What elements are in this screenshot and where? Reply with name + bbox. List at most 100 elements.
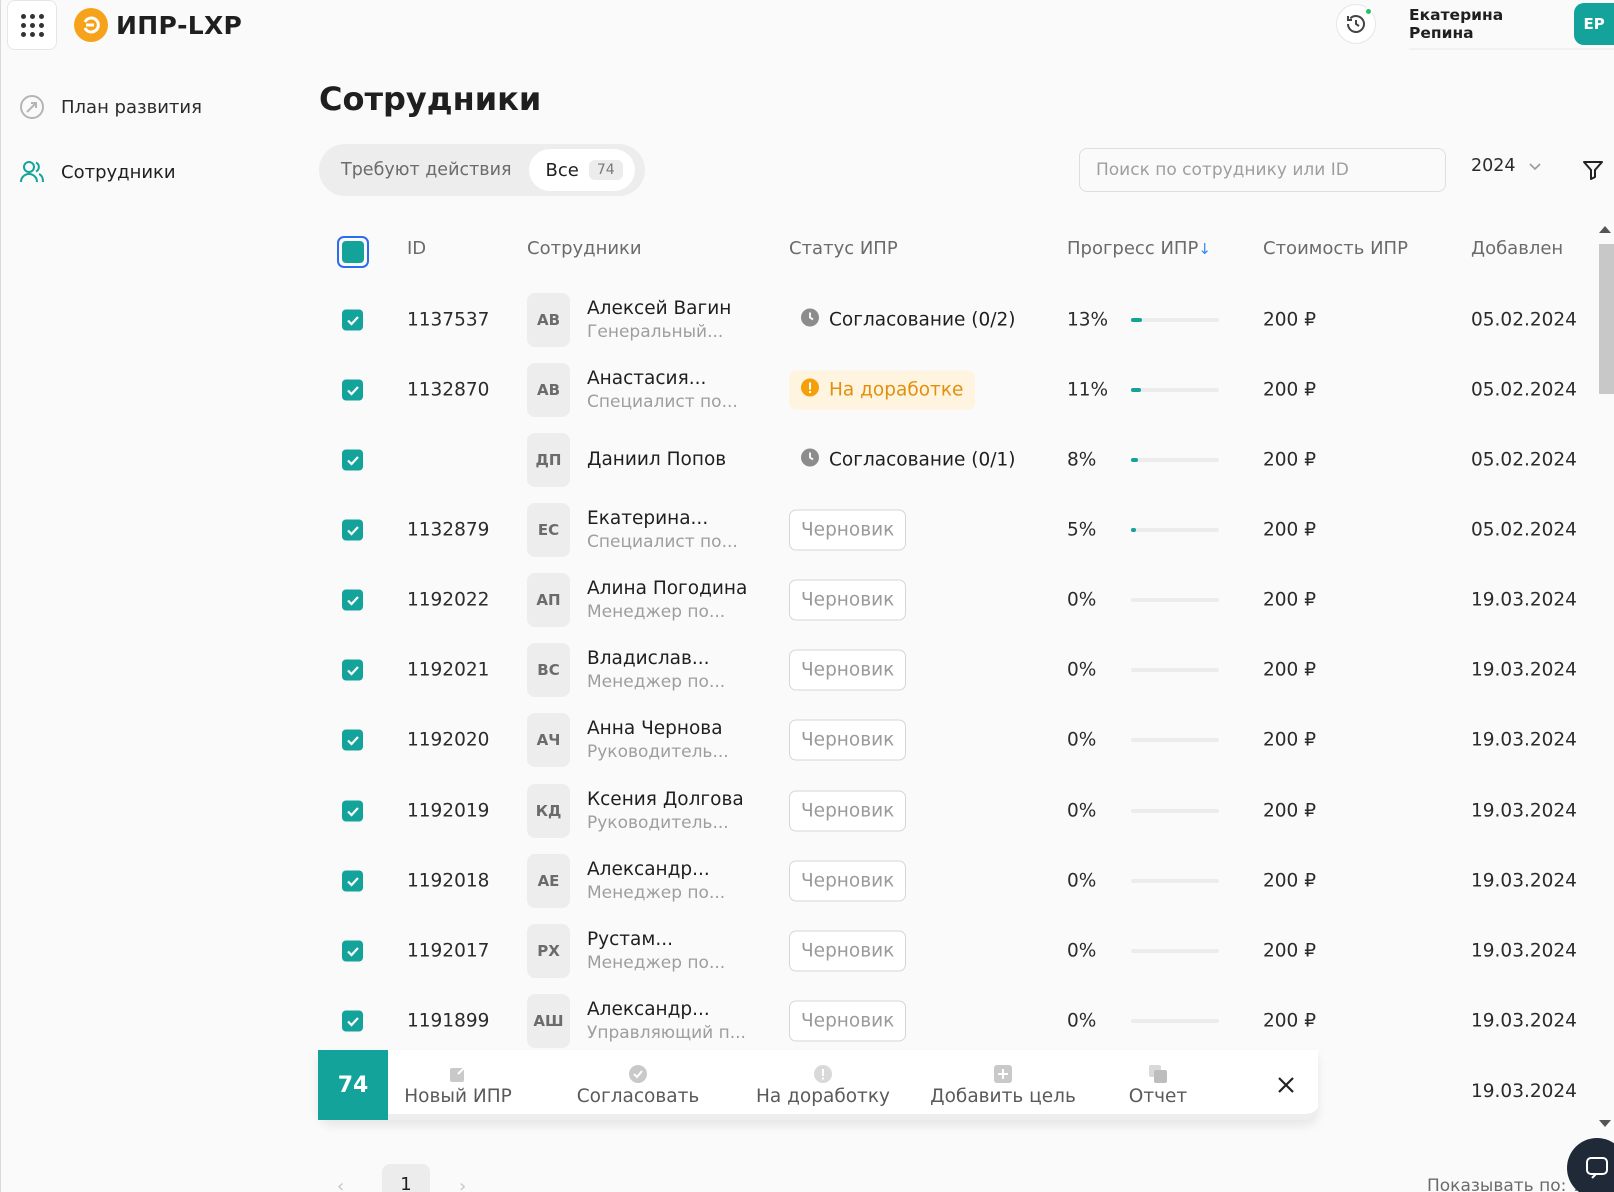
status-cell: Черновик bbox=[789, 509, 907, 551]
employee-info[interactable]: Алина Погодина Менеджер по... bbox=[587, 577, 747, 623]
user-menu[interactable]: Екатерина Репина ЕР bbox=[1409, 0, 1614, 50]
action-label: Новый ИПР bbox=[404, 1085, 512, 1107]
chat-button[interactable] bbox=[1567, 1138, 1614, 1192]
row-checkbox[interactable] bbox=[342, 940, 363, 962]
app-logo[interactable]: ИПР-LXP bbox=[74, 8, 242, 42]
scrollbar-thumb[interactable] bbox=[1599, 244, 1614, 394]
table-row[interactable]: 1192017 РХ Рустам... Менеджер по... Черн… bbox=[1, 916, 1614, 986]
avatar: АШ bbox=[527, 994, 570, 1048]
report-icon bbox=[1148, 1064, 1168, 1084]
warning-icon bbox=[800, 378, 820, 403]
column-header-progress[interactable]: Прогресс ИПР↓ bbox=[1067, 238, 1211, 259]
employee-info[interactable]: Александр... Менеджер по... bbox=[587, 858, 725, 904]
table-row[interactable]: ДП Даниил Попов Согласование (0/1) 8% 20… bbox=[1, 425, 1614, 495]
new-ipr-button[interactable]: Новый ИПР bbox=[398, 1050, 518, 1120]
table-row[interactable]: 1192019 КД Ксения Долгова Руководитель..… bbox=[1, 776, 1614, 846]
next-page-button[interactable]: › bbox=[459, 1176, 467, 1192]
table-row[interactable]: 1192021 ВС Владислав... Менеджер по... Ч… bbox=[1, 635, 1614, 705]
tab-all[interactable]: Все 74 bbox=[529, 149, 635, 191]
table-row[interactable]: 1132870 АВ Анастасия... Специалист по...… bbox=[1, 355, 1614, 425]
row-checkbox[interactable] bbox=[342, 1010, 363, 1032]
history-button[interactable] bbox=[1336, 4, 1376, 44]
progress-percent: 0% bbox=[1067, 940, 1097, 962]
sidebar-item-employees[interactable]: Сотрудники bbox=[19, 159, 176, 185]
ipr-cost: 200 ₽ bbox=[1263, 870, 1316, 892]
tab-label: Все bbox=[545, 159, 579, 181]
column-header-cost[interactable]: Стоимость ИПР bbox=[1263, 238, 1408, 259]
row-checkbox[interactable] bbox=[342, 449, 363, 471]
row-checkbox[interactable] bbox=[342, 379, 363, 401]
employee-info[interactable]: Анастасия... Специалист по... bbox=[587, 367, 738, 413]
year-select[interactable]: 2024 bbox=[1471, 156, 1542, 176]
employee-id: 1137537 bbox=[407, 309, 490, 331]
row-checkbox[interactable] bbox=[342, 519, 363, 541]
employee-id: 1191899 bbox=[407, 1010, 490, 1032]
page-number-button[interactable]: 1 bbox=[382, 1164, 430, 1192]
row-checkbox[interactable] bbox=[342, 589, 363, 611]
table-row[interactable]: 1191899 АШ Александр... Управляющий п...… bbox=[1, 986, 1614, 1056]
approve-button[interactable]: Согласовать bbox=[568, 1050, 708, 1120]
employee-info[interactable]: Александр... Управляющий п... bbox=[587, 998, 746, 1044]
check-icon bbox=[346, 385, 359, 396]
employee-name: Анна Чернова bbox=[587, 718, 723, 739]
partial-row-date: 19.03.2024 bbox=[1471, 1081, 1577, 1102]
table-row[interactable]: 1137537 АВ Алексей Вагин Генеральный... … bbox=[1, 285, 1614, 355]
employee-info[interactable]: Даниил Попов bbox=[587, 448, 726, 472]
scroll-up-arrow[interactable] bbox=[1599, 226, 1611, 233]
progress-percent: 5% bbox=[1067, 519, 1097, 541]
row-checkbox[interactable] bbox=[342, 870, 363, 892]
row-checkbox[interactable] bbox=[342, 659, 363, 681]
employee-info[interactable]: Алексей Вагин Генеральный... bbox=[587, 297, 731, 343]
bulk-action-bar: 74 Новый ИПР Согласовать На доработку До… bbox=[318, 1050, 1318, 1120]
employee-position: Менеджер по... bbox=[587, 883, 726, 903]
progress-percent: 0% bbox=[1067, 1010, 1097, 1032]
progress-bar bbox=[1131, 879, 1219, 883]
apps-menu-button[interactable] bbox=[7, 0, 57, 50]
report-button[interactable]: Отчет bbox=[1118, 1050, 1198, 1120]
scroll-down-arrow[interactable] bbox=[1599, 1120, 1611, 1127]
employee-info[interactable]: Ксения Долгова Руководитель... bbox=[587, 788, 744, 834]
table-row[interactable]: 1192018 АЕ Александр... Менеджер по... Ч… bbox=[1, 846, 1614, 916]
user-name: Екатерина Репина bbox=[1409, 6, 1504, 42]
progress-bar bbox=[1131, 318, 1219, 322]
column-header-employee[interactable]: Сотрудники bbox=[527, 238, 642, 259]
employee-info[interactable]: Анна Чернова Руководитель... bbox=[587, 717, 729, 763]
filter-icon[interactable] bbox=[1581, 158, 1605, 182]
status-cell: Черновик bbox=[789, 930, 907, 972]
status-badge: Черновик bbox=[789, 719, 907, 761]
search-input[interactable] bbox=[1079, 148, 1446, 192]
column-header-id[interactable]: ID bbox=[407, 238, 427, 259]
prev-page-button[interactable]: ‹ bbox=[337, 1176, 345, 1192]
select-all-checkbox[interactable] bbox=[337, 236, 369, 268]
progress-bar bbox=[1131, 809, 1219, 813]
avatar: ВС bbox=[527, 643, 570, 697]
sort-arrow-icon: ↓ bbox=[1198, 240, 1211, 258]
employee-info[interactable]: Екатерина... Специалист по... bbox=[587, 507, 738, 553]
employee-position: Специалист по... bbox=[587, 392, 738, 412]
add-goal-button[interactable]: Добавить цель bbox=[928, 1050, 1078, 1120]
tab-requires-action[interactable]: Требуют действия bbox=[341, 160, 512, 180]
row-checkbox[interactable] bbox=[342, 800, 363, 822]
employee-name: Алина Погодина bbox=[587, 578, 748, 599]
avatar: ДП bbox=[527, 433, 570, 487]
added-date: 19.03.2024 bbox=[1471, 589, 1577, 611]
column-header-status[interactable]: Статус ИПР bbox=[789, 238, 898, 259]
table-row[interactable]: 1192022 АП Алина Погодина Менеджер по...… bbox=[1, 565, 1614, 635]
employee-name: Рустам... bbox=[587, 929, 673, 950]
employee-info[interactable]: Рустам... Менеджер по... bbox=[587, 928, 725, 974]
close-icon[interactable] bbox=[1273, 1072, 1299, 1098]
employee-info[interactable]: Владислав... Менеджер по... bbox=[587, 647, 725, 693]
sidebar-item-development-plan[interactable]: План развития bbox=[19, 94, 202, 120]
page-size-label[interactable]: Показывать по: 7 bbox=[1427, 1176, 1583, 1192]
row-checkbox[interactable] bbox=[342, 309, 363, 331]
selected-count: 74 bbox=[318, 1050, 388, 1120]
check-icon bbox=[346, 455, 359, 466]
table-row[interactable]: 1192020 АЧ Анна Чернова Руководитель... … bbox=[1, 705, 1614, 775]
table-row[interactable]: 1132879 ЕС Екатерина... Специалист по...… bbox=[1, 495, 1614, 565]
year-value: 2024 bbox=[1471, 156, 1516, 176]
row-checkbox[interactable] bbox=[342, 729, 363, 751]
column-header-label: Прогресс ИПР bbox=[1067, 238, 1199, 259]
column-header-added[interactable]: Добавлен bbox=[1471, 238, 1564, 259]
send-to-rework-button[interactable]: На доработку bbox=[748, 1050, 898, 1120]
